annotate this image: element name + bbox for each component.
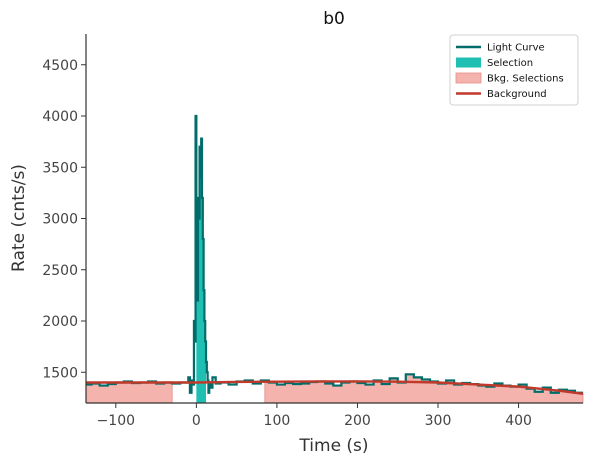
x-axis-label: Time (s)	[298, 436, 368, 456]
y-tick-label: 1500	[42, 365, 78, 381]
legend-label: Background	[487, 89, 547, 100]
x-tick-label: 0	[192, 413, 201, 429]
legend-label: Selection	[487, 58, 533, 69]
x-tick-label: −100	[97, 413, 135, 429]
y-tick-label: 3500	[42, 160, 78, 176]
y-ticks: 1500 2000 2500 3000 3500 4000 4500	[42, 58, 86, 381]
y-tick-label: 4000	[42, 109, 78, 125]
legend-label: Bkg. Selections	[487, 74, 564, 85]
light-curve-line	[86, 114, 583, 394]
y-tick-label: 3000	[42, 212, 78, 228]
chart-title: b0	[323, 9, 345, 29]
x-tick-label: 300	[425, 413, 452, 429]
x-ticks: −100 0 100 200 300 400	[97, 403, 532, 429]
legend-swatch-patch	[456, 57, 481, 68]
legend-swatch-patch	[455, 72, 482, 84]
source-selection-fill	[196, 138, 207, 404]
legend-label: Light Curve	[487, 43, 545, 54]
y-tick-label: 4500	[42, 58, 78, 74]
y-axis-label: Rate (cnts/s)	[9, 164, 29, 272]
legend-box	[449, 34, 579, 106]
x-tick-label: 100	[264, 413, 291, 429]
y-tick-label: 2000	[42, 314, 78, 330]
y-tick-label: 2500	[42, 263, 78, 279]
x-tick-label: 400	[505, 413, 532, 429]
plot-area	[85, 34, 584, 404]
x-tick-label: 200	[344, 413, 371, 429]
bkg-selection-region-1	[86, 34, 172, 403]
background-line	[86, 380, 584, 395]
legend: Light Curve Selection Bkg. Selections Backg…	[449, 34, 579, 106]
